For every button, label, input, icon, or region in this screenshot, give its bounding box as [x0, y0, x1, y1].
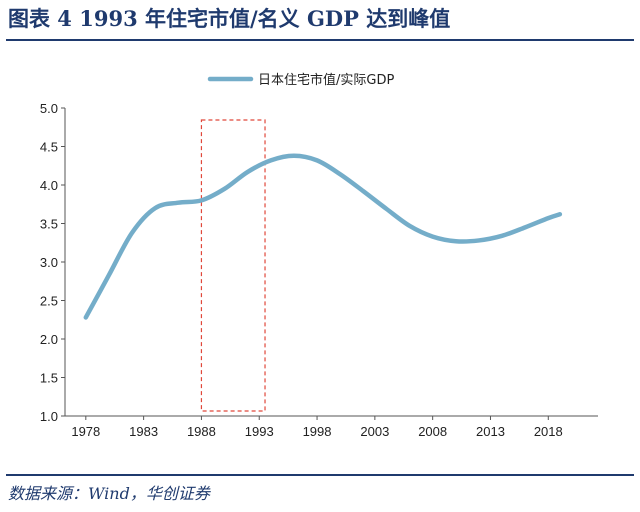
- data-point: [153, 206, 157, 210]
- data-point: [477, 238, 481, 242]
- y-tick-label: 2.5: [40, 294, 58, 309]
- data-point: [338, 172, 342, 176]
- x-tick-label: 1988: [187, 424, 216, 439]
- data-point: [269, 158, 273, 162]
- series-line: [83, 153, 563, 320]
- y-tick-label: 5.0: [40, 101, 58, 116]
- source-note: 数据来源：Wind，华创证券: [8, 484, 210, 503]
- title-rule: [6, 39, 634, 41]
- highlight-box: [200, 119, 266, 412]
- data-point: [315, 158, 319, 162]
- x-tick-label: 1978: [71, 424, 100, 439]
- line-chart: 1.0 1.5 2.0 2.5 3.0 3.5 4.0 4.5 5.0 1978 1983 1988…: [40, 72, 598, 439]
- x-tick-label: 2013: [476, 424, 505, 439]
- data-point: [361, 189, 365, 193]
- y-tick-label: 3.0: [40, 255, 58, 270]
- y-tick-label: 1.0: [40, 409, 58, 424]
- data-point: [523, 225, 527, 229]
- data-point: [546, 216, 550, 220]
- data-point: [176, 201, 180, 205]
- data-point: [408, 224, 412, 228]
- legend: 日本住宅市值/实际GDP: [207, 72, 394, 88]
- y-tick-label: 4.0: [40, 178, 58, 193]
- x-tick-label: 2018: [534, 424, 563, 439]
- legend-label: 日本住宅市值/实际GDP: [258, 72, 394, 88]
- x-tick-label: 1983: [129, 424, 158, 439]
- x-axis: 1978 1983 1988 1993 1998 2003 2008 2013 2018: [65, 415, 598, 439]
- data-point: [223, 187, 227, 191]
- y-tick-label: 3.5: [40, 217, 58, 232]
- x-tick-label: 2003: [360, 424, 389, 439]
- figure-title: 图表 4 1993 年住宅市值/名义 GDP 达到峰值: [8, 6, 451, 31]
- data-point: [384, 207, 388, 211]
- data-point: [246, 170, 250, 174]
- data-point: [199, 198, 203, 202]
- data-point: [500, 234, 504, 238]
- data-point: [130, 231, 134, 235]
- y-axis: 1.0 1.5 2.0 2.5 3.0 3.5 4.0 4.5 5.0: [40, 101, 66, 424]
- y-tick-label: 1.5: [40, 371, 58, 386]
- data-point: [454, 239, 458, 243]
- y-tick-label: 4.5: [40, 140, 58, 155]
- data-point: [292, 154, 296, 158]
- x-tick-label: 1993: [245, 424, 274, 439]
- data-point: [558, 212, 562, 216]
- x-tick-label: 1998: [303, 424, 332, 439]
- y-tick-label: 2.0: [40, 332, 58, 347]
- data-point: [107, 273, 111, 277]
- source-rule: [6, 474, 634, 476]
- x-tick-label: 2008: [418, 424, 447, 439]
- data-point: [84, 315, 88, 319]
- data-point: [431, 235, 435, 239]
